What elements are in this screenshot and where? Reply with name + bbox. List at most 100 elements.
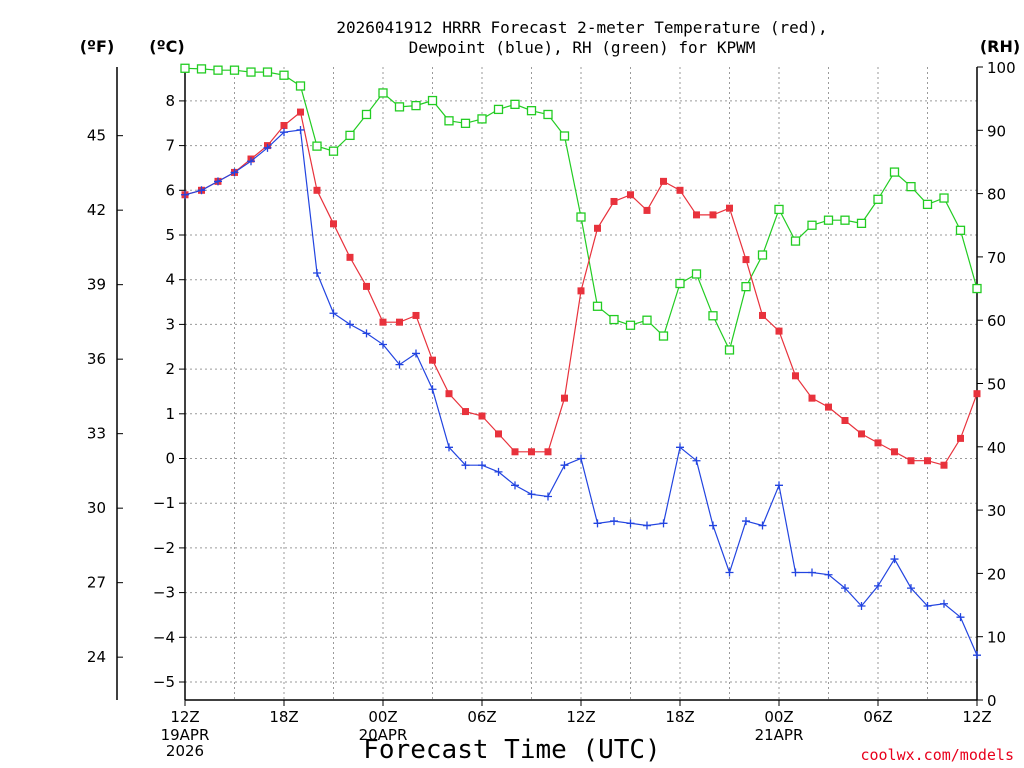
celsius-tick-label: 1	[165, 405, 175, 423]
dewpoint-point	[346, 320, 354, 329]
temperature-point	[462, 408, 469, 416]
fahrenheit-tick-label: 39	[87, 276, 106, 294]
dewpoint-point	[742, 517, 750, 526]
dewpoint-point	[593, 519, 602, 528]
x-tick-label: 18Z	[665, 708, 694, 726]
rh-point	[625, 320, 636, 330]
celsius-tick-label: −5	[153, 673, 175, 691]
rh-point	[774, 204, 784, 215]
rh-point	[444, 116, 454, 126]
rh-unit-label: (RH)	[980, 37, 1020, 56]
temperature-point	[693, 211, 700, 219]
rh-tick-label: 90	[987, 122, 1006, 140]
celsius-tick-label: −2	[153, 539, 175, 557]
temperature-point	[858, 430, 865, 438]
dewpoint-point	[610, 517, 618, 526]
x-tick-sublabel: 21APR	[755, 726, 804, 744]
temperature-point	[528, 448, 535, 456]
celsius-tick-label: 8	[165, 92, 175, 110]
rh-point	[840, 215, 850, 225]
dewpoint-point	[379, 340, 387, 349]
fahrenheit-tick-label: 33	[87, 425, 106, 443]
rh-point	[279, 70, 289, 80]
dewpoint-point	[907, 584, 915, 593]
fahrenheit-tick-label: 45	[87, 127, 106, 145]
celsius-tick-label: 6	[165, 181, 175, 199]
rh-point	[939, 193, 949, 203]
rh-tick-label: 50	[987, 376, 1006, 394]
temperature-point	[412, 311, 420, 319]
dewpoint-point	[395, 360, 404, 369]
fahrenheit-tick-label: 24	[87, 648, 106, 666]
dewpoint-point	[197, 186, 206, 195]
dewpoint-point	[775, 481, 783, 490]
temperature-point	[544, 448, 552, 456]
dewpoint-point	[461, 461, 470, 470]
credit-link[interactable]: coolwx.com/models	[860, 746, 1014, 764]
x-tick-sublabel: 2026	[166, 742, 204, 760]
celsius-tick-label: −1	[153, 494, 175, 512]
dewpoint-point	[544, 492, 552, 501]
fahrenheit-tick-label: 27	[87, 574, 106, 592]
dewpoint-point	[247, 157, 255, 166]
temperature-point	[709, 211, 717, 219]
temperature-point	[495, 430, 502, 438]
dewpoint-series	[181, 125, 981, 660]
temperature-point	[742, 256, 750, 264]
temperature-point	[726, 204, 733, 212]
temperature-point	[577, 287, 585, 295]
temperature-point	[643, 206, 651, 214]
rh-point	[361, 109, 372, 120]
celsius-tick-label: 5	[165, 226, 175, 244]
dewpoint-point	[214, 177, 222, 186]
rh-series	[180, 63, 982, 355]
rh-point	[411, 100, 421, 111]
temperature-point	[297, 108, 304, 116]
rh-point	[213, 65, 223, 75]
rh-point	[295, 81, 306, 91]
temperature-point	[808, 394, 816, 402]
rh-point	[856, 218, 867, 229]
dewpoint-point	[940, 599, 948, 608]
x-axis-title: Forecast Time (UTC)	[363, 735, 660, 765]
rh-point	[609, 314, 619, 325]
temperature-point	[445, 390, 453, 398]
celsius-unit-label: (ºC)	[149, 37, 184, 56]
dewpoint-point	[659, 519, 668, 528]
dewpoint-point	[857, 602, 866, 611]
rh-tick-label: 30	[987, 502, 1006, 520]
dewpoint-point	[824, 570, 833, 579]
x-tick-label: 06Z	[467, 708, 496, 726]
temperature-point	[891, 448, 898, 456]
rh-point	[658, 331, 669, 341]
dewpoint-point	[329, 309, 338, 318]
rh-point	[196, 64, 207, 74]
temperature-point	[759, 311, 766, 319]
dewpoint-point	[478, 461, 486, 470]
dewpoint-point	[956, 613, 965, 622]
dewpoint-point	[890, 555, 899, 564]
rh-point	[906, 181, 916, 192]
temperature-point	[792, 372, 799, 380]
fahrenheit-unit-label: (ºF)	[80, 37, 115, 56]
temperature-point	[775, 327, 783, 335]
rh-tick-label: 80	[987, 186, 1006, 204]
rh-tick-label: 40	[987, 439, 1006, 457]
fahrenheit-tick-label: 30	[87, 499, 106, 517]
dewpoint-point	[230, 168, 239, 177]
fahrenheit-tick-label: 36	[87, 350, 106, 368]
tick-labels: 876543210−1−2−3−4−5454239363330272410090…	[87, 59, 1016, 760]
temperature-point	[940, 461, 948, 469]
rh-point	[807, 220, 817, 230]
x-tick-label: 06Z	[863, 708, 892, 726]
temperature-series	[181, 108, 981, 469]
dewpoint-point	[841, 584, 849, 593]
rh-tick-label: 10	[987, 629, 1006, 647]
rh-point	[873, 194, 883, 204]
celsius-tick-label: −3	[153, 584, 175, 602]
temperature-point	[313, 186, 321, 194]
rh-tick-label: 20	[987, 565, 1006, 583]
dewpoint-point	[973, 651, 981, 660]
rh-point	[559, 131, 570, 141]
